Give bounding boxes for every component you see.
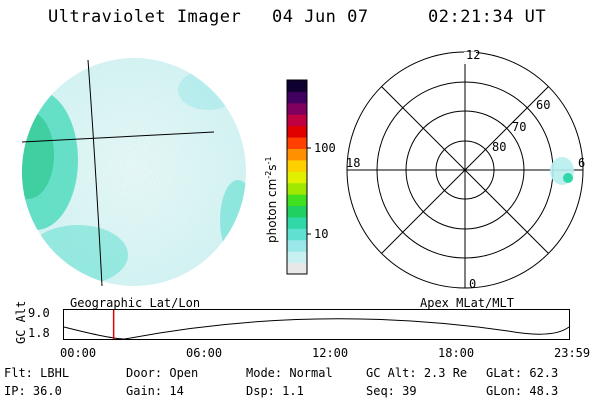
colorbar-segment	[287, 148, 307, 161]
info-glon: GLon: 48.3	[486, 384, 559, 398]
colorbar-segment	[287, 194, 307, 207]
timeline-axis-label: GC Alt	[14, 300, 28, 344]
colorbar	[286, 79, 311, 275]
earth-image	[21, 58, 246, 287]
colorbar-segment	[287, 137, 307, 149]
info-flt: Flt: LBHL	[4, 366, 70, 380]
timeline-y-min: 1.8	[28, 326, 50, 340]
colorbar-segment	[287, 114, 307, 127]
info-ip: IP: 36.0	[4, 384, 62, 398]
lat-label-70: 70	[512, 120, 527, 134]
instrument-title: Ultraviolet Imager	[48, 7, 242, 27]
colorbar-segment	[287, 262, 307, 275]
colorbar-units: photon cm-2s-1	[264, 156, 279, 243]
info-door: Door: Open	[126, 366, 199, 380]
mlt-label-12: 12	[466, 48, 481, 62]
info-gc-alt: GC Alt: 2.3 Re	[366, 366, 468, 380]
auroral-emission-peak	[563, 173, 573, 183]
date-label: 04 Jun 07	[272, 7, 369, 27]
x-tick-0000: 00:00	[60, 346, 97, 360]
x-tick-2359: 23:59	[554, 346, 591, 360]
lat-label-80: 80	[492, 140, 507, 154]
x-tick-0600: 06:00	[186, 346, 223, 360]
colorbar-segment	[287, 205, 307, 218]
info-gain: Gain: 14	[126, 384, 184, 398]
colorbar-tick-100: 100	[314, 141, 336, 155]
colorbar-segment	[287, 159, 307, 172]
timeline-y-max: 9.0	[28, 306, 50, 320]
mlt-label-18: 18	[346, 156, 361, 170]
x-tick-1800: 18:00	[438, 346, 475, 360]
colorbar-segment	[287, 239, 307, 252]
timeline-left-label: Geographic Lat/Lon	[70, 296, 201, 310]
x-tick-1200: 12:00	[312, 346, 349, 360]
mlt-label-6: 6	[578, 156, 586, 170]
colorbar-segment	[287, 80, 307, 92]
info-mode: Mode: Normal	[246, 366, 333, 380]
altitude-timeline	[63, 309, 570, 340]
info-dsp: Dsp: 1.1	[246, 384, 304, 398]
polar-plot	[346, 51, 584, 289]
mlt-label-0: 0	[469, 277, 477, 291]
lat-label-60: 60	[536, 98, 551, 112]
colorbar-border	[286, 79, 308, 275]
info-glat: GLat: 62.3	[486, 366, 559, 380]
info-seq: Seq: 39	[366, 384, 417, 398]
colorbar-segment	[287, 216, 307, 229]
colorbar-segment	[287, 91, 307, 104]
time-label: 02:21:34 UT	[428, 7, 547, 27]
colorbar-segment	[287, 171, 307, 184]
colorbar-segment	[287, 182, 307, 195]
colorbar-tick-10: 10	[314, 227, 329, 241]
colorbar-segment	[287, 228, 307, 241]
colorbar-scale	[286, 79, 308, 275]
timeline-right-label: Apex MLat/MLT	[420, 296, 514, 310]
colorbar-segment	[287, 125, 307, 138]
colorbar-segment	[287, 102, 307, 115]
altitude-curve	[63, 318, 570, 340]
colorbar-segment	[287, 251, 307, 264]
